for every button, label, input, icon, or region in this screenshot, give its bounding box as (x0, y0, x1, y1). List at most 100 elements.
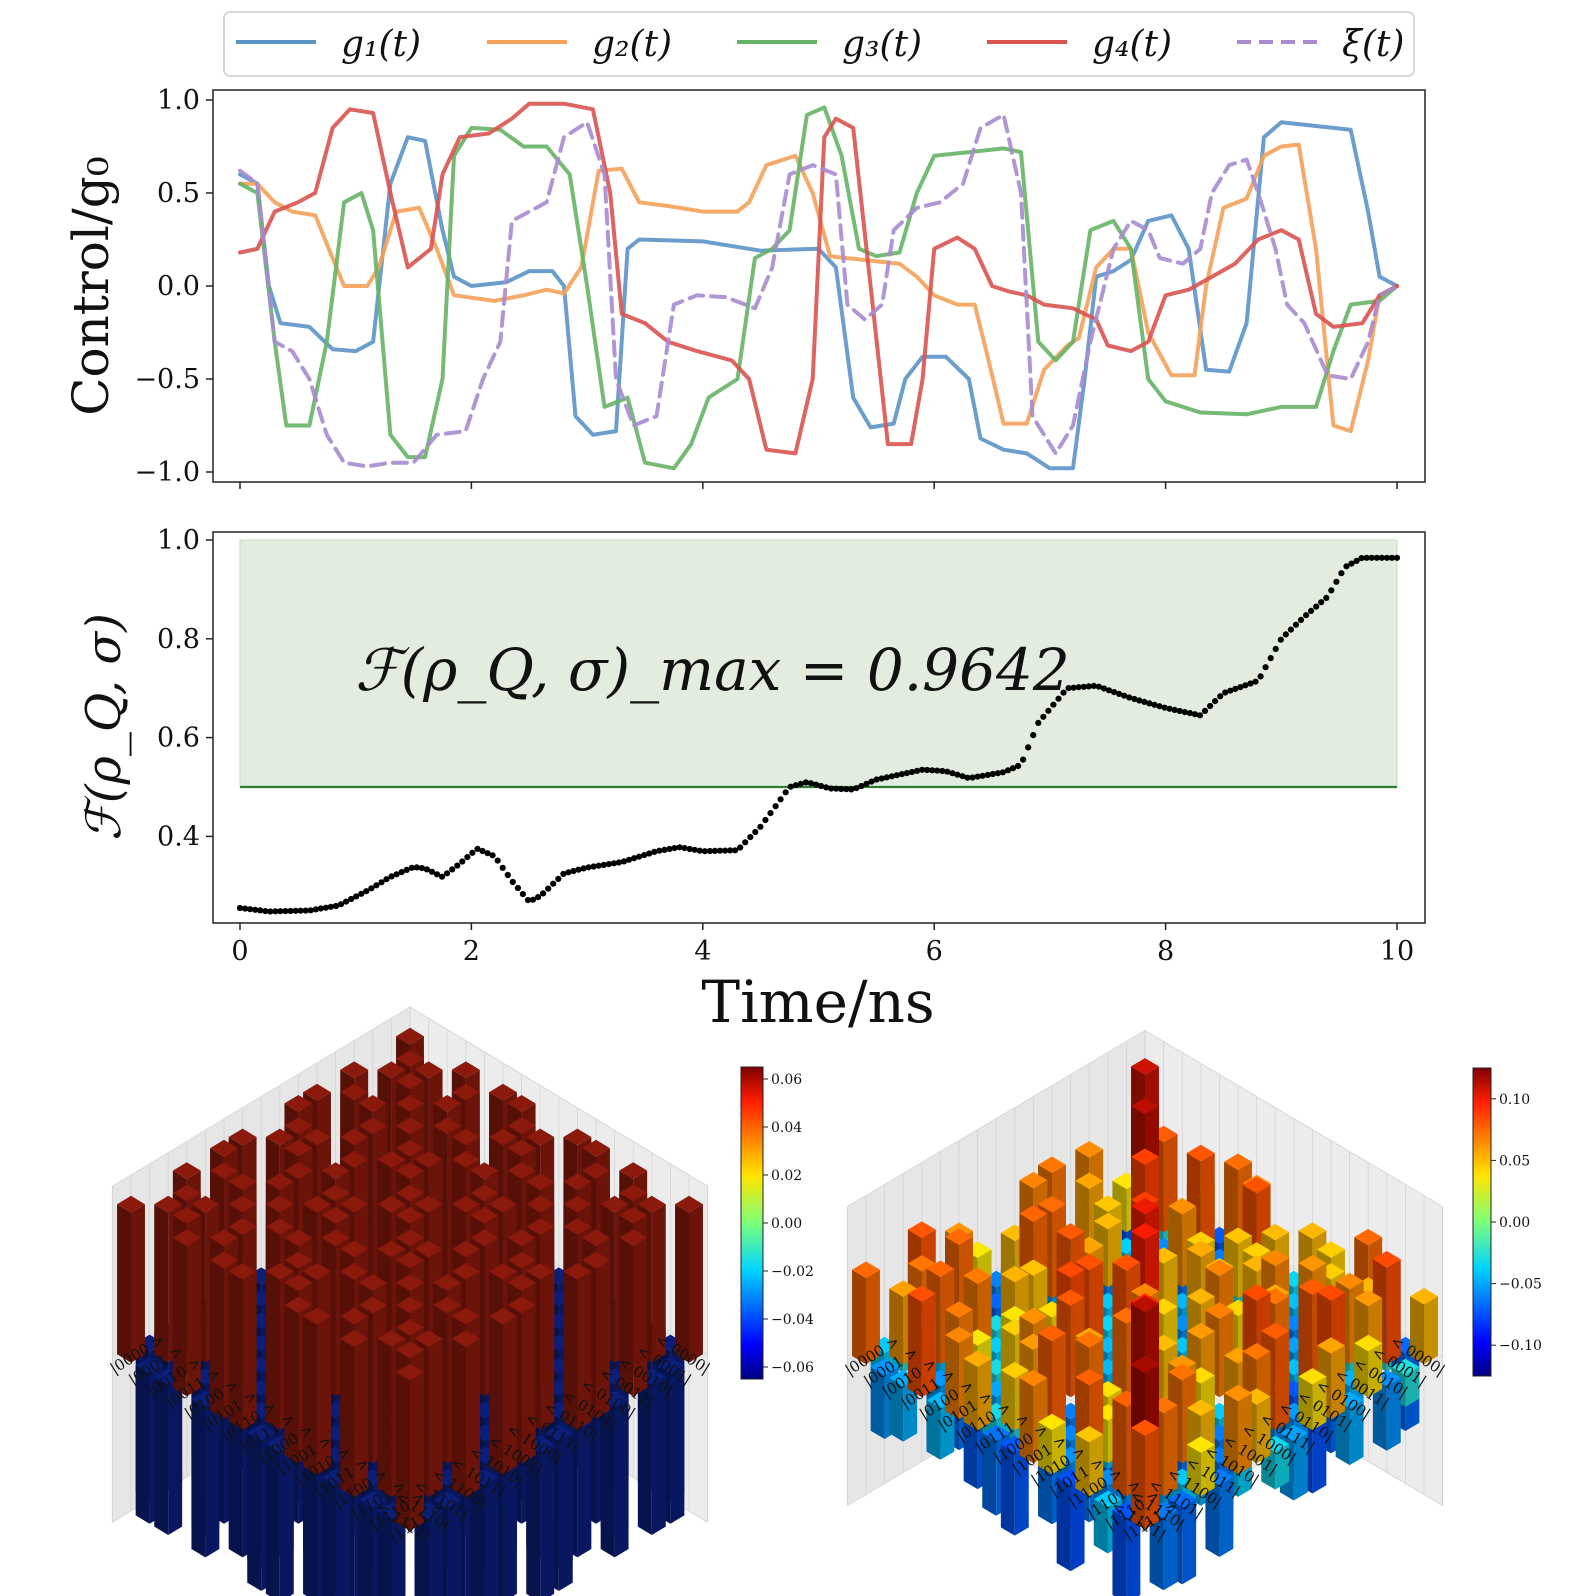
final-density-bar-face (1000, 1444, 1015, 1536)
fidelity-point (499, 864, 506, 871)
target-density-bar-top (340, 1151, 369, 1168)
fidelity-point (509, 878, 516, 886)
fidelity-point (903, 770, 911, 777)
target-density-bar (321, 1469, 350, 1596)
target-density-bar-top (414, 1195, 443, 1213)
final-density-bar-top (1410, 1287, 1438, 1305)
target-density-bar (470, 1469, 499, 1596)
fidelity-point (444, 870, 451, 877)
fidelity-point (898, 771, 906, 778)
target-density-bar (228, 1263, 257, 1430)
fidelity-point (934, 767, 941, 774)
fidelity-point (363, 888, 370, 895)
final-density-bar-top (1056, 1223, 1085, 1240)
target-density-bar-top (526, 1263, 555, 1280)
final-density-bar-face (982, 1433, 997, 1516)
target-density-bar-face (600, 1399, 615, 1558)
fidelity-xtick-label-3: 6 (926, 936, 943, 967)
fidelity-point (802, 779, 810, 786)
target-density-bar-top (600, 1368, 629, 1385)
fidelity-point (408, 864, 415, 871)
fidelity-point (585, 864, 592, 871)
target-density-bar-top (284, 1296, 313, 1314)
target-density-bar-face (596, 1260, 610, 1419)
target-density-bar-top (656, 1357, 685, 1374)
target-density-bar-top (396, 1117, 424, 1135)
left-colorbar-tick-label-6: −0.06 (771, 1360, 814, 1376)
target-density-bar (489, 1307, 517, 1475)
target-density-bar-top (154, 1368, 183, 1385)
target-density-bar-top (228, 1263, 257, 1280)
final-density-bar-top (1186, 1322, 1215, 1340)
fidelity-point (1222, 689, 1229, 696)
target-density-bar-top (284, 1162, 313, 1179)
left-colorbar-tick-label-0: 0.06 (771, 1072, 802, 1088)
target-density-bar-face (689, 1204, 703, 1363)
final-density-bar-face (866, 1269, 880, 1365)
target-density-bar-face (540, 1443, 555, 1596)
target-density-bar-top (451, 1061, 480, 1079)
target-density-bar-top (340, 1307, 369, 1325)
final-density-bar-top (1131, 1419, 1159, 1437)
fidelity-point (908, 768, 916, 776)
target-density-bar-face (131, 1204, 145, 1363)
fidelity-point (540, 890, 547, 897)
fidelity-point (843, 786, 850, 793)
fidelity-ytick-label-2: 0.8 (157, 624, 200, 655)
final-density-bar-top (945, 1326, 973, 1344)
fidelity-point (524, 897, 532, 904)
final-density-bar-top (1131, 1222, 1159, 1240)
fidelity-point (322, 904, 329, 911)
final-density-bar-face (1275, 1444, 1290, 1490)
legend-label-4: ξ(t) (1342, 24, 1404, 65)
final-density-bar (1038, 1413, 1066, 1475)
fidelity-point (863, 780, 870, 787)
target-density-bar-top (637, 1195, 666, 1213)
final-density-bar (852, 1261, 880, 1365)
target-density-bar-face (651, 1204, 666, 1363)
final-density-bar-face (977, 1358, 992, 1431)
fidelity-point (1383, 554, 1390, 561)
fidelity-point (828, 785, 835, 792)
fidelity-point (1237, 684, 1244, 691)
target-density-bar-top (507, 1296, 536, 1314)
fidelity-ytick-label-0: 0.4 (157, 821, 200, 852)
target-density-bar-face (172, 1237, 187, 1397)
fidelity-point (1186, 710, 1193, 717)
final-density-bar-face (1354, 1343, 1369, 1398)
target-density-bar-top (396, 1341, 424, 1359)
final-density-bar-face (889, 1288, 904, 1365)
fidelity-point (1323, 594, 1330, 602)
final-density-bar-top (1224, 1227, 1252, 1245)
fidelity-point (262, 908, 269, 915)
fidelity-point (727, 847, 734, 854)
fidelity-point (666, 845, 673, 853)
fidelity-point (383, 876, 390, 883)
fidelity-point (1181, 709, 1188, 716)
final-density-bar-top (1019, 1205, 1048, 1222)
fidelity-xtick-label-1: 2 (463, 936, 480, 967)
fidelity-point (757, 823, 764, 830)
controls-panel: 1.0 0.5 0.0 −0.5 −1.0 Control/g₀ (62, 85, 1426, 489)
final-density-bar-face (1298, 1286, 1313, 1387)
target-density-bar-face (265, 1443, 280, 1596)
final-density-bar-top (889, 1369, 918, 1387)
left-colorbar: 0.06 0.04 0.02 0.00 −0.02 −0.04 −0.06 (740, 1066, 814, 1380)
fidelity-point (620, 858, 628, 865)
final-density-bar (1354, 1334, 1383, 1398)
final-density-bar-face (1298, 1376, 1313, 1431)
final-density-bar-top (907, 1255, 936, 1272)
final-density-bar-face (1372, 1378, 1387, 1451)
fidelity-point (1050, 701, 1057, 708)
fidelity-point (656, 847, 663, 854)
target-density-bar-top (340, 1240, 369, 1258)
target-density-bar-top (507, 1274, 536, 1291)
fidelity-point (550, 880, 557, 887)
final-density-bar-top (1019, 1369, 1048, 1387)
final-density-bar-top (1186, 1288, 1215, 1305)
target-density-bar-top (507, 1095, 536, 1112)
fidelity-point (999, 769, 1007, 776)
fidelity-point (236, 904, 244, 912)
fidelity-point (1262, 664, 1269, 671)
